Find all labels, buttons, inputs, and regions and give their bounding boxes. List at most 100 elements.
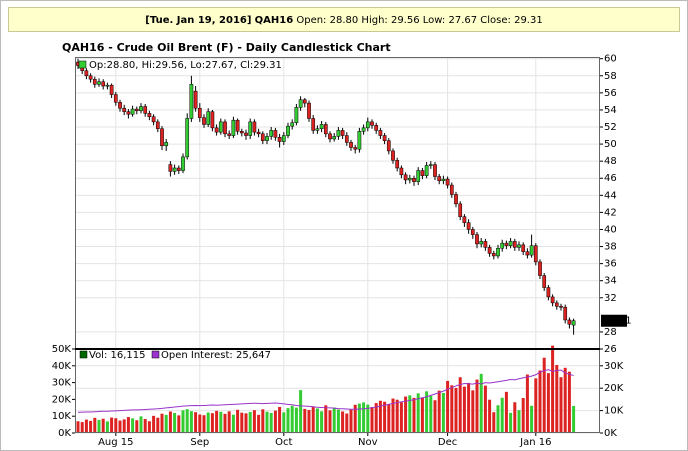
volume-bar [110, 417, 114, 433]
candle-body [223, 121, 227, 135]
candle-body [147, 113, 152, 118]
volume-bar [202, 415, 206, 433]
y-tick-label: 50 [604, 139, 617, 150]
candle-body [370, 121, 374, 126]
candle-body [202, 117, 206, 125]
candle-body [176, 167, 181, 171]
candle-body [193, 90, 198, 109]
candle-body [130, 108, 135, 115]
candle-body [512, 241, 517, 248]
candle-body [340, 130, 345, 136]
volume-bar [185, 409, 189, 433]
volume-bar [362, 402, 366, 433]
candle-body [391, 150, 395, 161]
candle-body [88, 75, 93, 80]
y-tick-label: 60 [604, 54, 617, 65]
volume-bar [416, 393, 420, 433]
candle-body [311, 118, 316, 131]
volume-bar [299, 390, 303, 433]
candle-body [517, 244, 521, 248]
y-tick-label: 40 [604, 224, 617, 235]
y-tick-label: 46 [604, 173, 617, 184]
volume-bar [118, 420, 122, 433]
y2-tick-label: 30K [604, 361, 624, 372]
volume-bar [76, 421, 80, 433]
header-date: [Tue. Jan 19, 2016] [145, 15, 251, 26]
candle-body [449, 184, 454, 195]
volume-bar [164, 414, 168, 433]
volume-bar [412, 397, 416, 433]
candle-body [315, 128, 320, 131]
volume-bar [395, 399, 399, 433]
volume-bar [97, 419, 101, 433]
volume-bar [559, 377, 563, 433]
volume-bar [286, 408, 290, 433]
header-symbol: QAH16 [255, 15, 294, 26]
candle-body [307, 102, 311, 119]
y-tick-label: 26 [604, 344, 617, 355]
volume-bar [483, 385, 487, 433]
y-tick-label: 56 [604, 88, 617, 99]
volume-bar [349, 409, 353, 433]
candle-body [382, 135, 387, 141]
volume-bar [257, 414, 261, 433]
volume-bar [429, 395, 433, 433]
volume-bar [244, 413, 248, 433]
volume-bar [160, 413, 164, 433]
plot-border [75, 57, 600, 433]
candle-body [353, 147, 358, 150]
candle-body [374, 125, 379, 131]
volume-bar [353, 404, 357, 433]
volume-bar [378, 400, 382, 433]
volume-bar [80, 422, 84, 433]
volume-bar [345, 413, 349, 433]
candle-body [399, 167, 404, 176]
y-tick-label: 34 [604, 276, 617, 287]
volume-bar [479, 373, 483, 433]
candle-body [378, 130, 383, 136]
volume-bar [189, 411, 193, 433]
volume-bar [147, 421, 151, 433]
volume-bar [231, 414, 235, 433]
candle-body [395, 160, 400, 169]
y-tick-label: 20K [52, 394, 72, 405]
legend-swatch [151, 350, 160, 359]
volume-bar [534, 378, 538, 433]
volume-bar [383, 401, 387, 433]
volume-bar [294, 407, 298, 433]
candle-body [235, 119, 240, 132]
candle-body [441, 178, 446, 182]
volume-bar [198, 414, 202, 433]
volume-bar [408, 395, 412, 433]
y2-tick-label: 20K [604, 383, 624, 394]
candle-body [550, 296, 555, 304]
volume-bar [181, 410, 185, 433]
candle-body [525, 251, 530, 256]
volume-bar [555, 364, 559, 433]
chart-title: QAH16 - Crude Oil Brent (F) - Daily Cand… [62, 41, 391, 54]
volume-bar [265, 411, 269, 433]
candle-body [227, 133, 232, 136]
candle-body [407, 177, 412, 181]
volume-bar [492, 412, 496, 433]
candle-body [260, 133, 265, 141]
y-tick-label: 52 [604, 122, 617, 133]
candle-body [151, 116, 156, 123]
y-tick-label: 36 [604, 259, 617, 270]
candle-body [454, 194, 458, 205]
x-tick-label: Aug 15 [98, 437, 133, 448]
volume-bar [252, 410, 256, 433]
volume-bar [84, 419, 88, 433]
candle-body [269, 130, 274, 137]
candle-body [508, 241, 513, 246]
candle-body [403, 174, 408, 181]
header-field: High: 29.56 [361, 15, 419, 26]
candle-body [491, 253, 496, 257]
candle-body [92, 78, 97, 85]
candle-body [563, 306, 568, 321]
legend-text: Op:28.80, Hi:29.56, Lo:27.67, Cl:29.31 [89, 60, 282, 71]
volume-bar [303, 408, 307, 433]
candle-body [122, 107, 127, 112]
candle-body [533, 245, 538, 263]
volume-bar [500, 397, 504, 433]
